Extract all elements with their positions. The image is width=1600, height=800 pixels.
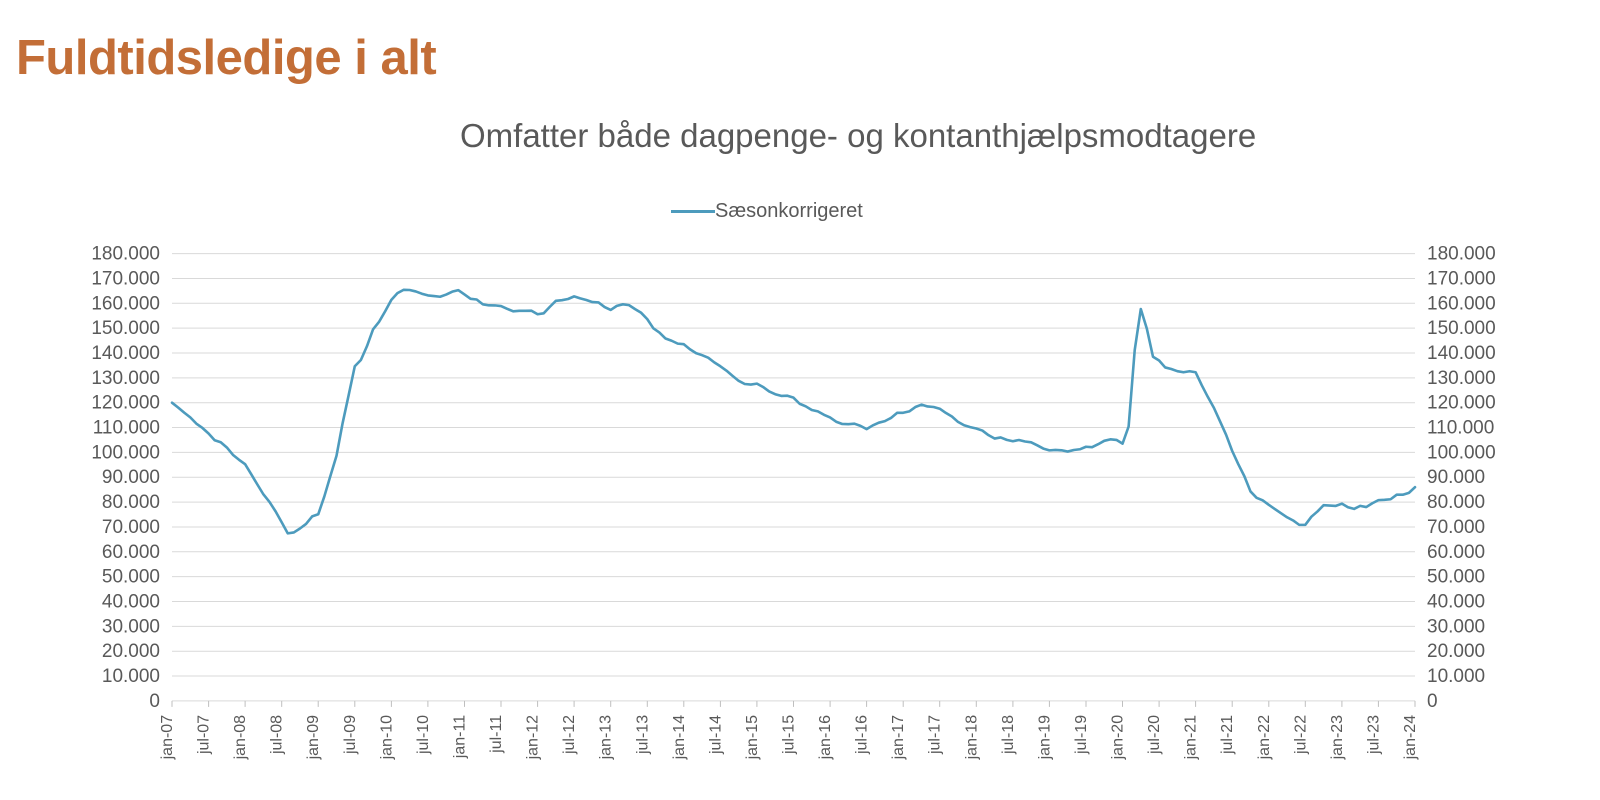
svg-text:150.000: 150.000 — [91, 318, 160, 339]
svg-text:90.000: 90.000 — [1427, 467, 1485, 488]
svg-text:jul-14: jul-14 — [707, 715, 724, 755]
svg-text:jul-21: jul-21 — [1219, 715, 1236, 755]
svg-text:10.000: 10.000 — [102, 666, 160, 687]
svg-text:jan-12: jan-12 — [525, 715, 542, 761]
svg-text:jul-09: jul-09 — [342, 715, 359, 755]
svg-text:50.000: 50.000 — [102, 567, 160, 588]
svg-text:140.000: 140.000 — [91, 343, 160, 364]
svg-text:jul-23: jul-23 — [1365, 715, 1382, 755]
svg-text:jan-17: jan-17 — [890, 715, 907, 761]
svg-text:120.000: 120.000 — [1427, 393, 1496, 414]
svg-text:140.000: 140.000 — [1427, 343, 1496, 364]
svg-text:jul-11: jul-11 — [488, 715, 505, 754]
svg-text:130.000: 130.000 — [1427, 368, 1496, 389]
svg-text:jan-11: jan-11 — [452, 715, 469, 759]
svg-text:0: 0 — [1427, 691, 1438, 712]
svg-text:jan-08: jan-08 — [232, 715, 249, 761]
svg-text:60.000: 60.000 — [102, 542, 160, 563]
svg-text:170.000: 170.000 — [91, 269, 160, 290]
svg-text:70.000: 70.000 — [102, 517, 160, 538]
svg-text:40.000: 40.000 — [102, 592, 160, 613]
svg-text:20.000: 20.000 — [102, 641, 160, 662]
svg-text:40.000: 40.000 — [1427, 592, 1485, 613]
svg-text:20.000: 20.000 — [1427, 641, 1485, 662]
svg-text:80.000: 80.000 — [102, 492, 160, 513]
svg-text:150.000: 150.000 — [1427, 318, 1496, 339]
svg-text:jan-20: jan-20 — [1110, 715, 1127, 761]
svg-text:jan-24: jan-24 — [1402, 715, 1419, 761]
svg-text:jan-18: jan-18 — [963, 715, 980, 761]
svg-text:jan-23: jan-23 — [1329, 715, 1346, 761]
svg-text:jul-16: jul-16 — [854, 715, 871, 755]
svg-text:jul-18: jul-18 — [1000, 715, 1017, 755]
svg-text:jan-21: jan-21 — [1183, 715, 1200, 761]
svg-text:jul-15: jul-15 — [781, 715, 798, 755]
svg-text:jul-13: jul-13 — [634, 715, 651, 755]
svg-text:120.000: 120.000 — [91, 393, 160, 414]
svg-text:60.000: 60.000 — [1427, 542, 1485, 563]
svg-text:jan-15: jan-15 — [744, 715, 761, 761]
svg-text:jul-19: jul-19 — [1073, 715, 1090, 755]
svg-text:70.000: 70.000 — [1427, 517, 1485, 538]
svg-text:jul-20: jul-20 — [1146, 715, 1163, 755]
svg-text:jan-14: jan-14 — [671, 715, 688, 761]
svg-text:jan-07: jan-07 — [159, 715, 176, 761]
svg-text:jan-09: jan-09 — [305, 715, 322, 761]
svg-text:jan-19: jan-19 — [1036, 715, 1053, 761]
svg-text:100.000: 100.000 — [91, 442, 160, 463]
svg-text:jul-07: jul-07 — [196, 715, 213, 755]
svg-text:30.000: 30.000 — [102, 616, 160, 637]
svg-text:jul-22: jul-22 — [1292, 715, 1309, 755]
svg-text:jan-16: jan-16 — [817, 715, 834, 761]
svg-text:160.000: 160.000 — [1427, 293, 1496, 314]
svg-text:50.000: 50.000 — [1427, 567, 1485, 588]
svg-text:80.000: 80.000 — [1427, 492, 1485, 513]
svg-text:0: 0 — [149, 691, 160, 712]
svg-text:180.000: 180.000 — [91, 244, 160, 265]
svg-text:jul-17: jul-17 — [927, 715, 944, 755]
svg-text:180.000: 180.000 — [1427, 244, 1496, 265]
svg-text:130.000: 130.000 — [91, 368, 160, 389]
svg-text:90.000: 90.000 — [102, 467, 160, 488]
svg-text:jul-12: jul-12 — [561, 715, 578, 755]
svg-text:170.000: 170.000 — [1427, 269, 1496, 290]
svg-text:100.000: 100.000 — [1427, 442, 1496, 463]
svg-text:30.000: 30.000 — [1427, 616, 1485, 637]
svg-text:10.000: 10.000 — [1427, 666, 1485, 687]
svg-text:160.000: 160.000 — [91, 293, 160, 314]
svg-text:jul-10: jul-10 — [415, 715, 432, 755]
svg-text:jan-22: jan-22 — [1256, 715, 1273, 761]
svg-text:jul-08: jul-08 — [269, 715, 286, 755]
svg-text:jan-13: jan-13 — [598, 715, 615, 761]
svg-text:jan-10: jan-10 — [378, 715, 395, 761]
svg-text:110.000: 110.000 — [1427, 418, 1494, 439]
svg-text:110.000: 110.000 — [93, 418, 160, 439]
